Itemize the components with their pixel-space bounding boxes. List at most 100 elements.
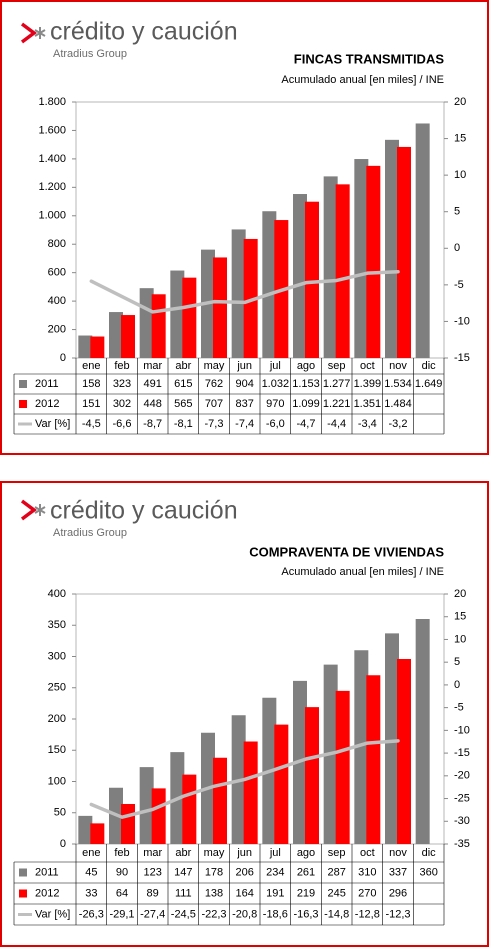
bar	[243, 741, 258, 844]
bar	[366, 675, 381, 844]
y2-tick-label: 10	[454, 169, 466, 181]
logo-chevron	[20, 22, 37, 44]
y-tick-label: 250	[48, 682, 66, 694]
table-value: -4,4	[327, 418, 346, 430]
table-value: 1.032	[262, 378, 290, 390]
y2-tick-label: 5	[454, 206, 460, 218]
legend-key	[19, 889, 27, 898]
table-value: 360	[419, 866, 437, 878]
bar	[385, 139, 399, 358]
table-value: 337	[389, 866, 407, 878]
x-tick-label: oct	[360, 847, 375, 859]
table-value: -29,1	[109, 908, 134, 920]
table-value: 1.099	[292, 398, 320, 410]
table-value: 206	[235, 866, 253, 878]
line-series	[89, 269, 400, 314]
x-tick-label: ene	[82, 360, 100, 372]
table-value: 64	[116, 887, 128, 899]
table-value: 1.484	[384, 398, 412, 410]
table-value: 904	[235, 378, 253, 390]
bar	[90, 823, 105, 844]
y2-tick-label: -10	[454, 724, 470, 736]
table-value: 245	[327, 887, 345, 899]
bar	[293, 194, 307, 358]
table-value: 178	[205, 866, 223, 878]
logo-icon	[20, 499, 46, 521]
x-tick-label: mar	[143, 360, 162, 372]
logo-name: crédito y caución	[50, 18, 238, 46]
table-value: 1.221	[323, 398, 351, 410]
table-value: 1.649	[415, 378, 443, 390]
table-value: -26,3	[79, 908, 104, 920]
logo-chevron	[20, 499, 37, 521]
x-tick-label: sep	[328, 847, 346, 859]
panel	[0, 0, 489, 455]
panel	[0, 481, 489, 947]
legend-label: 2011	[35, 866, 59, 878]
legend-key	[19, 868, 27, 877]
x-tick-label: jul	[269, 847, 281, 859]
x-tick-label: may	[204, 360, 225, 372]
table-value: 296	[389, 887, 407, 899]
y2-tick-label: -15	[454, 747, 470, 759]
table-value: -8,1	[174, 418, 193, 430]
y2-tick-label: 20	[454, 96, 466, 108]
table-value: 191	[266, 887, 284, 899]
y-tick-label: 200	[48, 323, 66, 335]
table-value: -20,8	[232, 908, 257, 920]
table-value: -14,8	[324, 908, 349, 920]
y2-tick-label: 15	[454, 611, 466, 623]
bar	[78, 815, 93, 844]
table-value: 310	[358, 866, 376, 878]
legend-label: Var [%]	[35, 908, 70, 920]
table-value: 302	[113, 398, 131, 410]
logo-star	[34, 27, 46, 39]
y2-tick-label: -5	[454, 279, 464, 291]
table-value: -7,4	[235, 418, 254, 430]
y-tick-label: 400	[48, 588, 66, 600]
bar	[274, 724, 289, 844]
table-value: 138	[205, 887, 223, 899]
bar	[323, 176, 338, 358]
table-value: -6,6	[113, 418, 132, 430]
bar	[121, 804, 135, 844]
bar	[182, 774, 197, 844]
table-value: 234	[266, 866, 284, 878]
x-tick-label: jun	[236, 847, 252, 859]
x-tick-label: nov	[389, 360, 407, 372]
logo-group: Atradius Group	[53, 48, 127, 60]
y2-tick-label: -20	[454, 770, 470, 782]
table-value: 123	[143, 866, 161, 878]
table-value: 491	[143, 378, 161, 390]
x-tick-label: sep	[328, 360, 346, 372]
table-value: -8,7	[143, 418, 162, 430]
table-value: 970	[266, 398, 284, 410]
x-tick-label: nov	[389, 847, 407, 859]
y2-tick-label: -15	[454, 352, 470, 364]
bar	[151, 294, 166, 358]
table-value: 1.399	[354, 378, 382, 390]
legend-label: 2012	[35, 887, 59, 899]
logo-group: Atradius Group	[53, 527, 127, 539]
bar	[385, 633, 399, 844]
table-value: 33	[85, 887, 97, 899]
table-value: -3,4	[358, 418, 377, 430]
table-value: 90	[116, 866, 128, 878]
table-value: 158	[82, 378, 100, 390]
y2-tick-label: -25	[454, 792, 470, 804]
table-value: 762	[205, 378, 223, 390]
x-tick-label: oct	[360, 360, 375, 372]
bar	[151, 788, 166, 844]
table-value: 45	[85, 866, 97, 878]
bar	[231, 229, 246, 358]
table-value: 1.153	[292, 378, 320, 390]
table-value: 1.351	[354, 398, 382, 410]
table-value: -18,6	[263, 908, 288, 920]
table-value: -6,0	[266, 418, 285, 430]
bar	[213, 257, 227, 358]
legend-label: Var [%]	[35, 418, 70, 430]
table-value: 219	[297, 887, 315, 899]
table-value: -27,4	[140, 908, 165, 920]
y2-tick-label: -30	[454, 815, 470, 827]
